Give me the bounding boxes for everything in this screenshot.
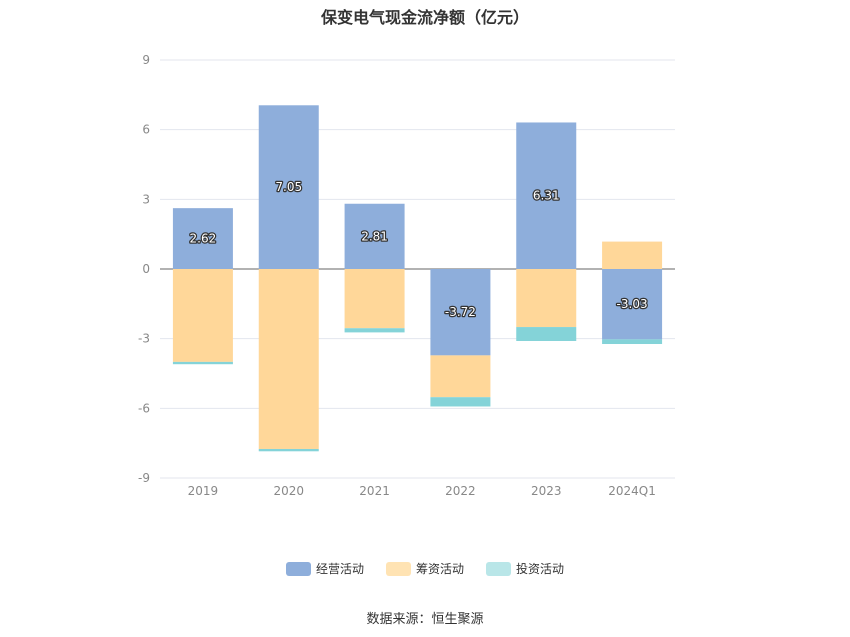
bar-1-2020 xyxy=(258,269,319,449)
y-tick-label: -9 xyxy=(138,471,150,485)
legend-swatch-operating xyxy=(285,561,311,576)
legend-item-investing[interactable]: 投资活动 xyxy=(486,560,564,577)
bar-2-2019 xyxy=(172,361,233,365)
legend-item-operating[interactable]: 经营活动 xyxy=(285,560,364,577)
y-tick-label: 3 xyxy=(142,192,150,206)
legend-item-financing[interactable]: 筹资活动 xyxy=(385,560,464,577)
bar-0-2022 xyxy=(430,269,491,356)
legend-label-financing: 筹资活动 xyxy=(415,562,464,576)
x-tick-label: 2022 xyxy=(445,484,476,498)
data-label: 6.31 xyxy=(533,189,560,203)
y-tick-label: 9 xyxy=(142,53,150,67)
x-tick-label: 2019 xyxy=(188,484,219,498)
y-tick-label: -6 xyxy=(138,401,150,415)
data-label: -3.72 xyxy=(445,305,476,319)
bar-1-2024Q1 xyxy=(602,241,663,269)
label-layer: 9 6 3 0 -3 -6 -9 2019 2.62 2020 7.05 2021 2.81 2022 -3… xyxy=(138,53,656,498)
grid-layer xyxy=(160,59,675,479)
bar-1-2021 xyxy=(344,269,405,329)
bar-0-2023 xyxy=(516,122,577,270)
bar-1-2022 xyxy=(430,355,491,398)
bar-0-2020 xyxy=(258,105,319,270)
x-tick-label: 2020 xyxy=(273,484,304,498)
legend-swatch-financing xyxy=(385,561,411,576)
chart-title: 保变电气现金流净额（亿元） xyxy=(320,8,529,27)
legend-label-investing: 投资活动 xyxy=(516,562,565,576)
bar-1-2023 xyxy=(516,269,577,328)
x-tick-label: 2023 xyxy=(531,484,562,498)
data-label: -3.03 xyxy=(617,297,648,311)
legend: 经营活动 筹资活动 投资活动 xyxy=(0,560,850,577)
bar-2-2020 xyxy=(258,448,319,452)
x-tick-label: 2024Q1 xyxy=(608,484,656,498)
data-label: 7.05 xyxy=(275,180,302,194)
bar-2-2021 xyxy=(344,328,405,333)
bar-0-2019 xyxy=(172,208,233,269)
bar-0-2021 xyxy=(344,203,405,269)
bar-layer xyxy=(172,105,663,452)
data-label: 2.81 xyxy=(361,229,388,243)
bar-2-2022 xyxy=(430,397,491,407)
y-tick-label: -3 xyxy=(138,332,150,346)
bar-2-2023 xyxy=(516,327,577,341)
data-label: 2.62 xyxy=(190,232,217,246)
bar-2-2024Q1 xyxy=(602,339,663,345)
x-tick-label: 2021 xyxy=(359,484,390,498)
data-source: 数据来源：恒生聚源 xyxy=(366,612,484,627)
legend-swatch-investing xyxy=(486,561,511,576)
legend-label-operating: 经营活动 xyxy=(315,562,364,576)
y-tick-label: 6 xyxy=(142,123,150,137)
y-tick-label: 0 xyxy=(142,262,150,276)
bar-1-2019 xyxy=(172,269,233,362)
bar-0-2024Q1 xyxy=(602,269,663,340)
